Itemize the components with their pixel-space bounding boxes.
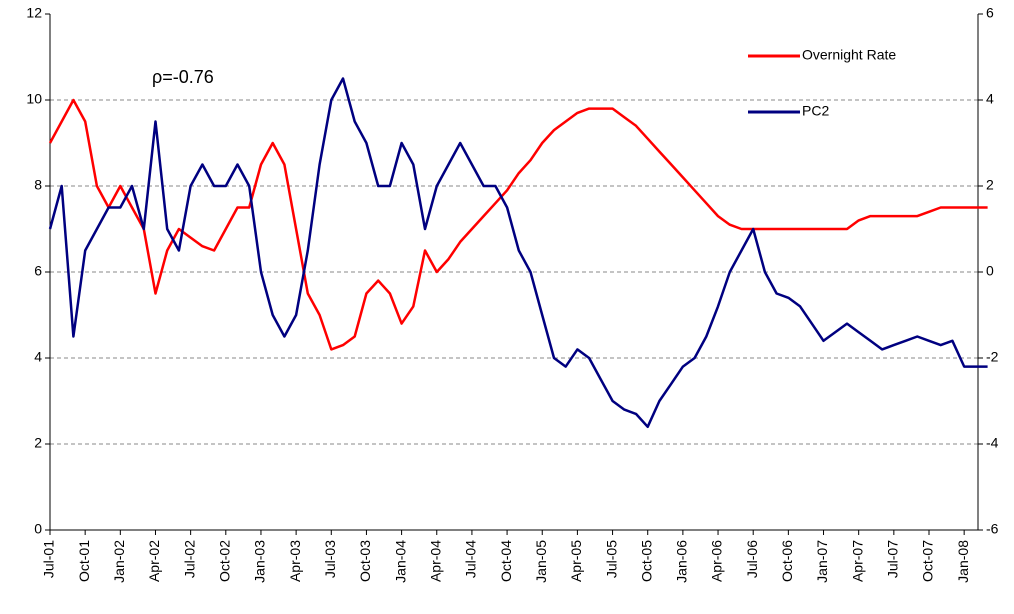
x-tick-label: Jan-06 (674, 540, 690, 583)
x-tick-label: Oct-05 (638, 540, 654, 582)
x-tick-label: Apr-07 (849, 540, 865, 582)
x-tick-label: Jul-01 (41, 540, 57, 578)
y2-tick-label: 0 (986, 263, 994, 279)
x-tick-label: Jul-03 (322, 540, 338, 578)
y2-tick-label: -4 (986, 435, 999, 451)
x-tick-label: Apr-02 (146, 540, 162, 582)
x-tick-label: Apr-06 (709, 540, 725, 582)
y-tick-label: 4 (34, 349, 42, 365)
y-tick-label: 10 (26, 91, 42, 107)
x-tick-label: Jan-05 (533, 540, 549, 583)
x-tick-label: Apr-04 (427, 540, 443, 582)
y2-tick-label: 6 (986, 5, 994, 21)
x-tick-label: Jan-03 (252, 540, 268, 583)
x-tick-label: Jul-02 (181, 540, 197, 578)
legend-label: PC2 (802, 103, 829, 119)
x-tick-label: Apr-03 (287, 540, 303, 582)
y2-tick-label: -6 (986, 521, 999, 537)
x-tick-label: Jan-07 (814, 540, 830, 583)
y2-tick-label: -2 (986, 349, 999, 365)
y-tick-label: 6 (34, 263, 42, 279)
y2-tick-label: 4 (986, 91, 994, 107)
x-tick-label: Jul-07 (885, 540, 901, 578)
x-tick-label: Oct-02 (217, 540, 233, 582)
x-tick-label: Oct-07 (920, 540, 936, 582)
legend-label: Overnight Rate (802, 47, 896, 63)
y-tick-label: 12 (26, 5, 42, 21)
y-tick-label: 2 (34, 435, 42, 451)
y-tick-label: 0 (34, 521, 42, 537)
x-tick-label: Jul-06 (744, 540, 760, 578)
y-tick-label: 8 (34, 177, 42, 193)
x-tick-label: Apr-05 (568, 540, 584, 582)
x-tick-label: Oct-03 (357, 540, 373, 582)
series-line (48, 77, 988, 429)
x-tick-label: Jul-05 (603, 540, 619, 578)
annotation: ρ=-0.76 (152, 67, 214, 87)
x-tick-label: Oct-01 (76, 540, 92, 582)
x-tick-label: Oct-04 (498, 540, 514, 582)
x-tick-label: Jan-08 (955, 540, 971, 583)
series-line (48, 98, 988, 351)
y2-tick-label: 2 (986, 177, 994, 193)
x-tick-label: Jul-04 (463, 540, 479, 578)
x-tick-label: Jan-04 (392, 540, 408, 583)
x-tick-label: Oct-06 (779, 540, 795, 582)
x-tick-label: Jan-02 (111, 540, 127, 583)
